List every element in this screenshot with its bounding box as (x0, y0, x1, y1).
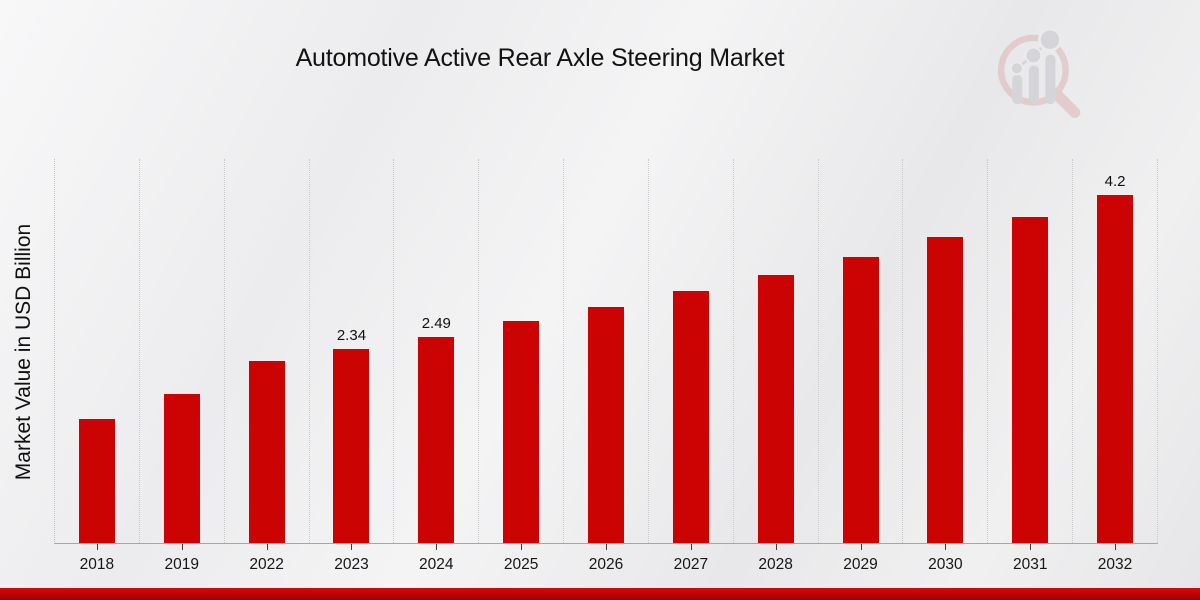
bar-column: 2.34 2023 (310, 159, 395, 573)
x-tick-label: 2032 (1097, 556, 1133, 573)
x-axis-tick (521, 544, 523, 550)
bar-column: 2026 (564, 159, 649, 573)
x-axis-tick (181, 544, 183, 550)
bar-column: 2031 (988, 159, 1074, 573)
x-tick-label: 2028 (758, 556, 793, 573)
bar-value-label: 2.49 (421, 315, 451, 332)
y-axis-label: Market Value in USD Billion (12, 223, 35, 481)
x-axis-tick (860, 544, 862, 550)
chart-title: Automotive Active Rear Axle Steering Mar… (295, 44, 785, 72)
bottom-accent-bar (0, 588, 1200, 600)
bar-column: 2019 (140, 159, 225, 573)
x-tick-label: 2027 (673, 556, 709, 573)
x-axis-tick (775, 544, 777, 550)
bar (927, 237, 964, 543)
bar (503, 321, 540, 543)
x-tick-label: 2022 (249, 556, 284, 573)
bar-column: 2030 (903, 159, 989, 573)
plot-area: 2018 2019 2022 2.34 2023 2.49 2024 2025 2026 2027… (54, 159, 1158, 573)
bar-value-label: 2.34 (336, 327, 367, 344)
bar-value-label: 4.2 (1104, 173, 1126, 190)
bar (418, 337, 455, 543)
bar (587, 307, 624, 543)
bar (163, 394, 200, 543)
x-tick-label: 2025 (503, 556, 539, 573)
x-axis-tick (605, 544, 607, 550)
x-axis-tick (266, 544, 268, 550)
x-axis-tick (690, 544, 692, 550)
x-tick-label: 2024 (419, 556, 454, 573)
bar-column: 2025 (479, 159, 565, 573)
x-tick-label: 2019 (164, 556, 199, 573)
bar-column: 4.2 2032 (1073, 159, 1158, 573)
x-tick-label: 2026 (588, 556, 624, 573)
bar-column: 2.49 2024 (394, 159, 480, 573)
x-axis-tick (436, 544, 438, 550)
x-axis-tick (1115, 544, 1117, 550)
bar (248, 361, 285, 543)
bar-column: 2028 (734, 159, 819, 573)
x-tick-label: 2029 (843, 556, 878, 573)
bar (757, 275, 794, 543)
bar (1097, 195, 1134, 543)
x-axis-tick (351, 544, 353, 550)
bar-column: 2022 (225, 159, 310, 573)
x-tick-label: 2031 (1012, 556, 1048, 573)
bar (672, 291, 709, 543)
bar-column: 2027 (649, 159, 734, 573)
x-tick-label: 2018 (79, 556, 115, 573)
bar (1012, 217, 1049, 543)
logo-chart-magnifier-icon (997, 27, 1081, 118)
bar (842, 257, 879, 543)
x-tick-label: 2030 (928, 556, 963, 573)
x-axis-tick (1030, 544, 1032, 550)
x-axis-tick (945, 544, 947, 550)
bar-column: 2029 (819, 159, 904, 573)
x-axis-tick (96, 544, 98, 550)
x-tick-label: 2023 (334, 556, 369, 573)
bar (333, 349, 370, 543)
bar (78, 419, 115, 543)
bar-column: 2018 (55, 159, 140, 573)
